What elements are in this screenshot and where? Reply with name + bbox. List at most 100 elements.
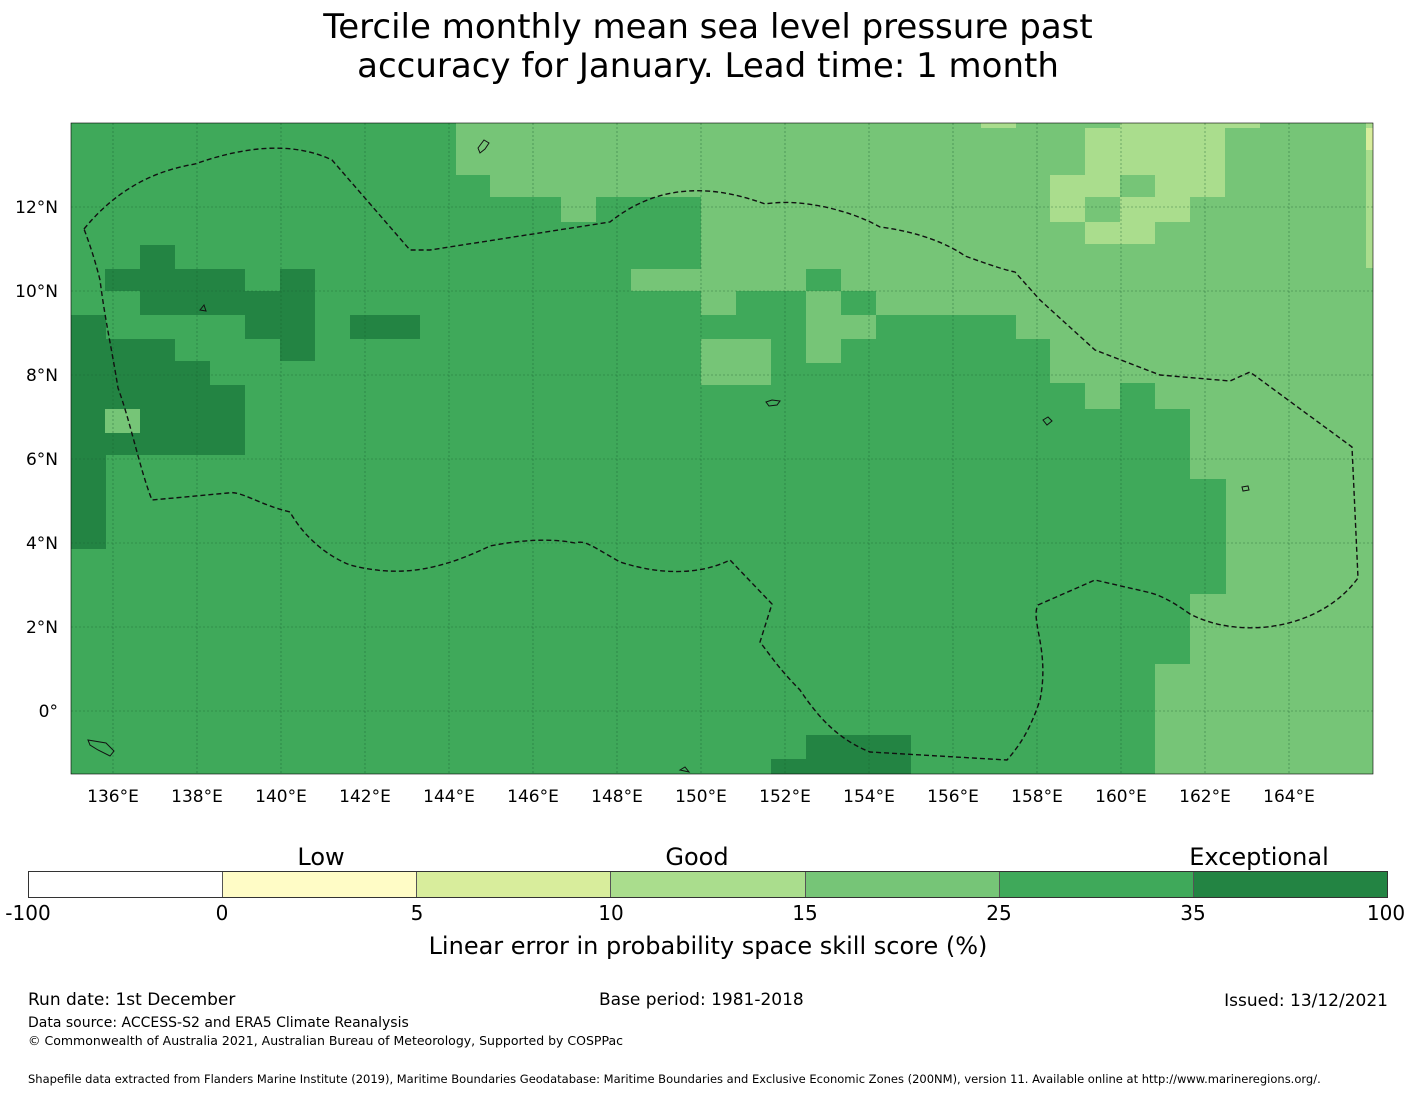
map-cell-light-green bbox=[1085, 222, 1155, 244]
island-outlines bbox=[87, 139, 1250, 773]
colorbar-tick: 10 bbox=[598, 901, 624, 925]
colorbar-segment bbox=[417, 872, 612, 897]
map-cell-light-green bbox=[1120, 197, 1190, 222]
map-cell-green bbox=[1155, 664, 1373, 774]
colorbar-label-exceptional: Exceptional bbox=[1189, 843, 1329, 871]
kosrae-outline bbox=[1241, 485, 1250, 492]
map-cell-dark-green bbox=[806, 735, 911, 774]
colorbar-tick: -100 bbox=[5, 901, 51, 925]
map-cell-dark-green bbox=[105, 385, 245, 409]
map-cell-light-green bbox=[1225, 123, 1260, 128]
map-cell-green bbox=[806, 339, 841, 363]
colorbar-tick: 5 bbox=[410, 901, 424, 925]
map-cell-dark-green bbox=[245, 315, 315, 339]
colorbar-tick: 25 bbox=[986, 901, 1012, 925]
issued-date: Issued: 13/12/2021 bbox=[1224, 991, 1388, 1011]
map-cell-green bbox=[806, 315, 876, 339]
map-cell-green bbox=[490, 175, 1373, 197]
base-period: Base period: 1981-2018 bbox=[599, 990, 804, 1010]
palau-outline bbox=[199, 303, 207, 312]
longitude-label: 162°E bbox=[1179, 787, 1231, 807]
colorbar-segments bbox=[28, 871, 1388, 898]
latitude-label: 12°N bbox=[15, 198, 58, 218]
map-cell-light-green bbox=[981, 123, 1016, 128]
map-cell-green bbox=[1050, 363, 1373, 383]
colorbar-axis-label: Linear error in probability space skill … bbox=[428, 932, 988, 960]
map-cell-green bbox=[1190, 594, 1373, 664]
map-cell-dark-green bbox=[771, 759, 806, 774]
map-cell-green bbox=[1190, 409, 1373, 479]
colorbar-segment bbox=[611, 872, 806, 897]
map-cell-mid-green bbox=[1120, 383, 1155, 409]
colorbar-segment bbox=[999, 872, 1194, 897]
map-cell-light-green bbox=[1366, 123, 1373, 268]
map-cell-green bbox=[631, 269, 1373, 291]
map-cell-green bbox=[1120, 175, 1155, 197]
map-cell-light-green bbox=[1085, 128, 1120, 175]
map-cell-mid-green bbox=[596, 197, 701, 222]
map-cell-dark-green bbox=[350, 315, 420, 339]
longitude-label: 160°E bbox=[1095, 787, 1147, 807]
longitude-label: 146°E bbox=[507, 787, 559, 807]
map-cell-green bbox=[1226, 479, 1373, 594]
map-cell-green bbox=[1155, 383, 1373, 409]
colorbar-label-good: Good bbox=[665, 843, 729, 871]
png-coast-outline bbox=[87, 739, 115, 757]
map-cell-green bbox=[876, 291, 1373, 315]
longitude-label: 138°E bbox=[171, 787, 223, 807]
map-cell-dark-green bbox=[105, 361, 210, 385]
eez-boundary bbox=[83, 147, 1359, 761]
map-graticule bbox=[71, 123, 1373, 774]
map-cell-dark-green bbox=[140, 245, 175, 269]
map-cell-dark-green bbox=[71, 315, 106, 549]
longitude-label: 156°E bbox=[927, 787, 979, 807]
map-cell-green bbox=[456, 123, 1373, 175]
map-cell-light-green bbox=[1155, 175, 1225, 197]
colorbar-label-low: Low bbox=[297, 843, 345, 871]
colorbar-segment bbox=[805, 872, 1000, 897]
map-cell-green bbox=[1016, 315, 1373, 339]
map-cell-dark-green bbox=[105, 339, 175, 361]
map-cell-green bbox=[701, 291, 736, 315]
map-cell-dark-green bbox=[140, 409, 245, 433]
pohnpei-outline bbox=[1042, 416, 1053, 426]
longitude-label: 142°E bbox=[339, 787, 391, 807]
longitude-label: 158°E bbox=[1011, 787, 1063, 807]
map-cell-dark-green bbox=[105, 269, 245, 291]
colorbar-tick: 35 bbox=[1180, 901, 1206, 925]
colorbar-segment bbox=[223, 872, 418, 897]
map-cell-yellow-green bbox=[1366, 128, 1373, 150]
map-cell-dark-green bbox=[280, 269, 315, 291]
map-cell-dark-green bbox=[280, 339, 315, 361]
run-date: Run date: 1st December bbox=[28, 990, 236, 1010]
map-cell-mid-green bbox=[806, 269, 841, 291]
map-cell-green bbox=[1050, 339, 1373, 363]
longitude-tick-labels: 136°E 138°E 140°E 142°E 144°E 146°E 148°E 150°E… bbox=[87, 787, 1315, 807]
latitude-label: 0° bbox=[39, 702, 58, 722]
longitude-label: 152°E bbox=[759, 787, 811, 807]
map-title-line-2: accuracy for January. Lead time: 1 month bbox=[357, 46, 1059, 86]
map-skill-cells bbox=[71, 123, 1373, 774]
colorbar-tick: 0 bbox=[215, 901, 229, 925]
colorbar-segment bbox=[1193, 872, 1387, 897]
data-source: Data source: ACCESS-S2 and ERA5 Climate … bbox=[28, 1015, 409, 1031]
map-cell-light-green bbox=[1050, 175, 1085, 222]
colorbar-tick: 15 bbox=[792, 901, 818, 925]
map-cell-dark-green bbox=[105, 433, 245, 455]
map-cell-green bbox=[806, 291, 841, 315]
map-cell-mid-green bbox=[526, 197, 561, 222]
map-cell-green bbox=[105, 409, 140, 433]
latitude-label: 6°N bbox=[26, 450, 58, 470]
latitude-label: 8°N bbox=[26, 366, 58, 386]
shapefile-note: Shapefile data extracted from Flanders M… bbox=[28, 1072, 1321, 1086]
latitude-label: 4°N bbox=[26, 534, 58, 554]
map-cell-mid-green bbox=[841, 291, 876, 315]
longitude-label: 140°E bbox=[255, 787, 307, 807]
copyright: © Commonwealth of Australia 2021, Austra… bbox=[28, 1033, 623, 1048]
latitude-tick-labels: 12°N 10°N 8°N 6°N 4°N 2°N 0° bbox=[15, 198, 58, 722]
map-cell-green bbox=[701, 222, 1373, 269]
chuuk-outline bbox=[765, 399, 781, 407]
map-cell-light-green bbox=[1120, 123, 1225, 175]
longitude-label: 136°E bbox=[87, 787, 139, 807]
nukuoro-outline bbox=[678, 766, 691, 773]
